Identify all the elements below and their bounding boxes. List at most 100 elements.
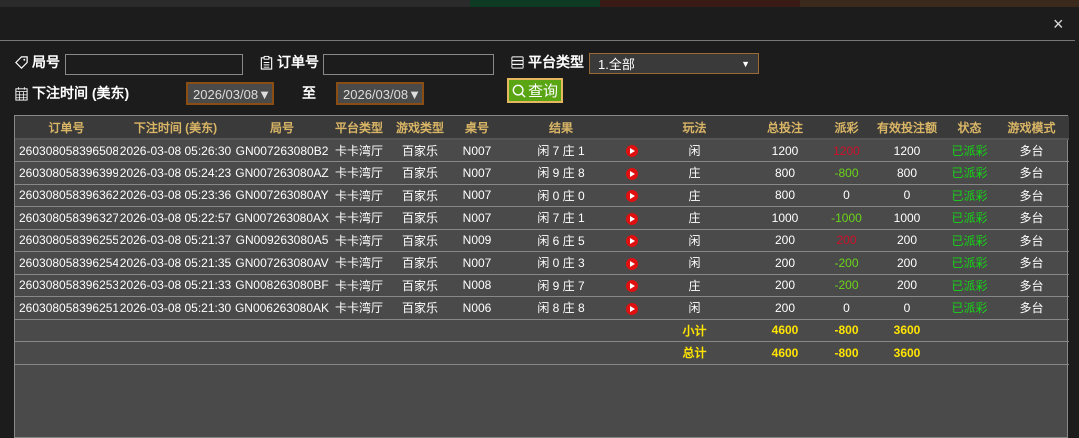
cell-round-no: GN008263080BF bbox=[233, 274, 331, 297]
cell-total-bet: 200 bbox=[746, 296, 824, 320]
empty-cell bbox=[15, 341, 118, 365]
play-video-icon[interactable] bbox=[626, 235, 638, 248]
list-icon bbox=[511, 55, 524, 69]
replay-cell bbox=[621, 251, 643, 275]
cell-game-type: 百家乐 bbox=[387, 184, 453, 207]
empty-cell bbox=[118, 319, 233, 342]
cell-valid-bet: 1200 bbox=[869, 139, 945, 162]
date-from-picker[interactable]: 2026/03/08▼ bbox=[186, 82, 274, 105]
cell-table-no: N008 bbox=[453, 274, 501, 297]
cell-result: 闲 7 庄 1 bbox=[501, 206, 621, 230]
cell-game-type: 百家乐 bbox=[387, 161, 453, 185]
cell-result: 闲 0 庄 0 bbox=[501, 184, 621, 207]
bet-records-table: 订单号 下注时间 (美东) 局号 平台类型 游戏类型 桌号 结果 玩法 总投注 派彩 有效投注额 状态… bbox=[14, 115, 1069, 438]
replay-cell bbox=[621, 161, 643, 185]
table-row[interactable]: 260308058396362 2026-03-08 05:23:36 GN0072… bbox=[15, 184, 1069, 207]
cell-valid-bet: 1000 bbox=[869, 206, 945, 230]
play-video-icon[interactable] bbox=[626, 212, 638, 225]
play-video-icon[interactable] bbox=[626, 167, 638, 180]
header-payout: 派彩 bbox=[824, 116, 869, 140]
close-button[interactable]: × bbox=[1053, 14, 1064, 34]
cell-payout: -200 bbox=[824, 251, 869, 275]
cell-result: 闲 9 庄 8 bbox=[501, 161, 621, 185]
calendar-icon bbox=[15, 86, 28, 101]
date-to-picker[interactable]: 2026/03/08▼ bbox=[336, 82, 424, 105]
cell-bet-type: 庄 bbox=[643, 161, 746, 185]
cell-status: 已派彩 bbox=[945, 251, 994, 275]
cell-round-no: GN007263080AV bbox=[233, 251, 331, 275]
cell-order-no: 260308058396399 bbox=[15, 161, 118, 185]
cell-payout: -200 bbox=[824, 274, 869, 297]
query-button[interactable]: 查询 bbox=[507, 78, 563, 103]
replay-cell bbox=[621, 139, 643, 162]
header-round-no: 局号 bbox=[233, 116, 331, 140]
cell-status: 已派彩 bbox=[945, 229, 994, 252]
cell-bet-time: 2026-03-08 05:26:30 bbox=[118, 139, 233, 162]
order-input[interactable] bbox=[323, 54, 494, 75]
cell-payout: -1000 bbox=[824, 206, 869, 230]
cell-bet-type: 庄 bbox=[643, 184, 746, 207]
empty-cell bbox=[501, 341, 621, 365]
background-game-strip bbox=[0, 0, 1079, 7]
cell-bet-type: 闲 bbox=[643, 251, 746, 275]
cell-total-bet: 200 bbox=[746, 229, 824, 252]
cell-platform-type: 卡卡湾厅 bbox=[331, 296, 387, 320]
table-row[interactable]: 260308058396508 2026-03-08 05:26:30 GN0072… bbox=[15, 139, 1069, 162]
cell-bet-time: 2026-03-08 05:21:35 bbox=[118, 251, 233, 275]
cell-payout: 200 bbox=[824, 229, 869, 252]
cell-status: 已派彩 bbox=[945, 161, 994, 185]
header-platform-type: 平台类型 bbox=[331, 116, 387, 140]
play-video-icon[interactable] bbox=[626, 280, 638, 293]
cell-game-mode: 多台 bbox=[994, 274, 1069, 297]
cell-table-no: N007 bbox=[453, 184, 501, 207]
round-input[interactable] bbox=[65, 54, 243, 75]
cell-bet-time: 2026-03-08 05:22:57 bbox=[118, 206, 233, 230]
subtotal-row: 小计 4600 -800 3600 bbox=[15, 319, 1069, 342]
header-bet-type: 玩法 bbox=[643, 116, 746, 140]
cell-table-no: N007 bbox=[453, 206, 501, 230]
empty-cell bbox=[453, 319, 501, 342]
table-row[interactable]: 260308058396251 2026-03-08 05:21:30 GN0062… bbox=[15, 296, 1069, 320]
header-order-no: 订单号 bbox=[15, 116, 118, 140]
cell-game-type: 百家乐 bbox=[387, 274, 453, 297]
empty-cell bbox=[331, 319, 387, 342]
empty-cell bbox=[501, 319, 621, 342]
empty-cell bbox=[945, 319, 994, 342]
cell-game-type: 百家乐 bbox=[387, 229, 453, 252]
cell-table-no: N009 bbox=[453, 229, 501, 252]
cell-round-no: GN007263080B2 bbox=[233, 139, 331, 162]
cell-round-no: GN006263080AK bbox=[233, 296, 331, 320]
cell-platform-type: 卡卡湾厅 bbox=[331, 139, 387, 162]
platform-select[interactable]: 1.全部 ▼ bbox=[589, 53, 759, 74]
empty-cell bbox=[994, 341, 1069, 365]
cell-platform-type: 卡卡湾厅 bbox=[331, 184, 387, 207]
replay-cell bbox=[621, 296, 643, 320]
table-row[interactable]: 260308058396253 2026-03-08 05:21:33 GN0082… bbox=[15, 274, 1069, 297]
header-total-bet: 总投注 bbox=[746, 116, 824, 140]
cell-total-bet: 1200 bbox=[746, 139, 824, 162]
table-row[interactable]: 260308058396255 2026-03-08 05:21:37 GN0092… bbox=[15, 229, 1069, 252]
cell-round-no: GN007263080AX bbox=[233, 206, 331, 230]
total-row: 总计 4600 -800 3600 bbox=[15, 341, 1069, 365]
time-label: 下注时间 (美东) bbox=[14, 83, 129, 103]
table-row[interactable]: 260308058396254 2026-03-08 05:21:35 GN0072… bbox=[15, 251, 1069, 275]
cell-bet-time: 2026-03-08 05:24:23 bbox=[118, 161, 233, 185]
cell-total-bet: 200 bbox=[746, 251, 824, 275]
cell-bet-type: 闲 bbox=[643, 139, 746, 162]
round-label: 局号 bbox=[14, 52, 60, 72]
play-video-icon[interactable] bbox=[626, 190, 638, 203]
header-game-mode: 游戏模式 bbox=[994, 116, 1069, 140]
empty-cell bbox=[387, 341, 453, 365]
play-video-icon[interactable] bbox=[626, 257, 638, 270]
platform-label: 平台类型 bbox=[510, 52, 584, 72]
replay-cell bbox=[621, 274, 643, 297]
table-row[interactable]: 260308058396327 2026-03-08 05:22:57 GN0072… bbox=[15, 206, 1069, 230]
play-video-icon[interactable] bbox=[626, 302, 638, 315]
play-video-icon[interactable] bbox=[626, 145, 638, 158]
cell-table-no: N007 bbox=[453, 161, 501, 185]
cell-table-no: N007 bbox=[453, 251, 501, 275]
table-row[interactable]: 260308058396399 2026-03-08 05:24:23 GN0072… bbox=[15, 161, 1069, 185]
cell-payout: -800 bbox=[824, 161, 869, 185]
cell-order-no: 260308058396254 bbox=[15, 251, 118, 275]
cell-order-no: 260308058396327 bbox=[15, 206, 118, 230]
